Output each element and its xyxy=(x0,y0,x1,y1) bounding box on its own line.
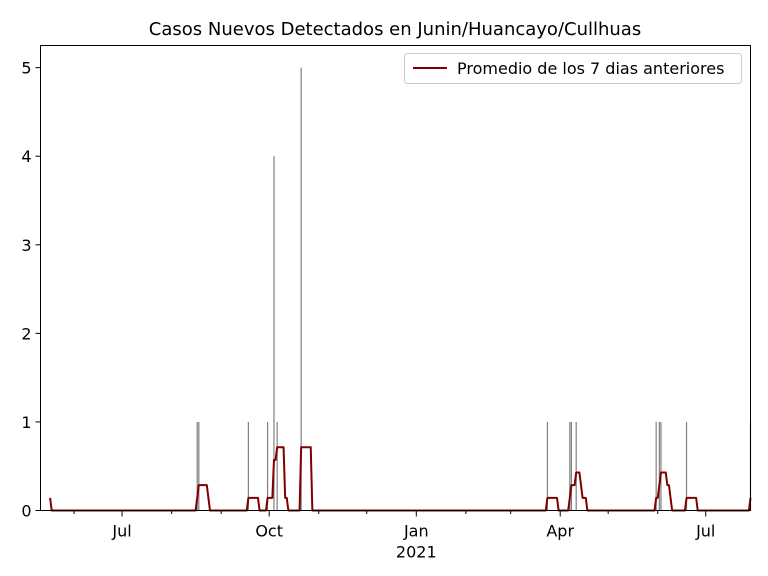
x-tick-label-0: Jul xyxy=(111,522,131,541)
legend-label: Promedio de los 7 dias anteriores xyxy=(457,59,724,78)
bar-3 xyxy=(266,421,269,511)
bar-4 xyxy=(273,156,275,511)
bar-10 xyxy=(575,421,577,511)
line-series xyxy=(49,446,752,512)
bar-12 xyxy=(658,421,660,511)
bar-2 xyxy=(247,421,249,511)
x-tick-label-4: Jul xyxy=(695,522,715,541)
bar-series xyxy=(196,67,752,511)
bar-7 xyxy=(546,421,549,511)
bar-0 xyxy=(196,421,198,511)
x-tick-label-1: Oct xyxy=(255,522,283,541)
y-tick-label-1: 1 xyxy=(21,413,31,432)
legend-box xyxy=(404,53,742,84)
x-tick-label-3: Apr xyxy=(546,522,574,541)
average-line-0 xyxy=(49,446,752,512)
bar-8 xyxy=(569,421,571,511)
y-tick-label-5: 5 xyxy=(21,59,31,78)
bar-1 xyxy=(198,421,200,511)
legend: Promedio de los 7 dias anteriores xyxy=(404,53,742,84)
bar-6 xyxy=(300,67,302,511)
bar-14 xyxy=(685,421,688,511)
y-axis: 0 1 2 3 4 5 xyxy=(21,59,41,521)
chart-title: Casos Nuevos Detectados en Junin/Huancay… xyxy=(149,19,641,40)
x-tick-label-2: Jan xyxy=(403,522,429,541)
x-axis: Jul Oct Jan 2021 Apr Jul xyxy=(73,510,715,562)
y-tick-label-2: 2 xyxy=(21,324,31,343)
plot-frame xyxy=(40,45,751,511)
bar-9 xyxy=(570,421,573,511)
bar-11 xyxy=(655,421,657,511)
y-tick-label-0: 0 xyxy=(21,502,31,521)
bar-13 xyxy=(660,421,662,511)
x-tick-sublabel-2: 2021 xyxy=(396,543,437,562)
y-tick-label-4: 4 xyxy=(21,147,31,166)
bar-5 xyxy=(276,421,278,511)
y-tick-label-3: 3 xyxy=(21,236,31,255)
